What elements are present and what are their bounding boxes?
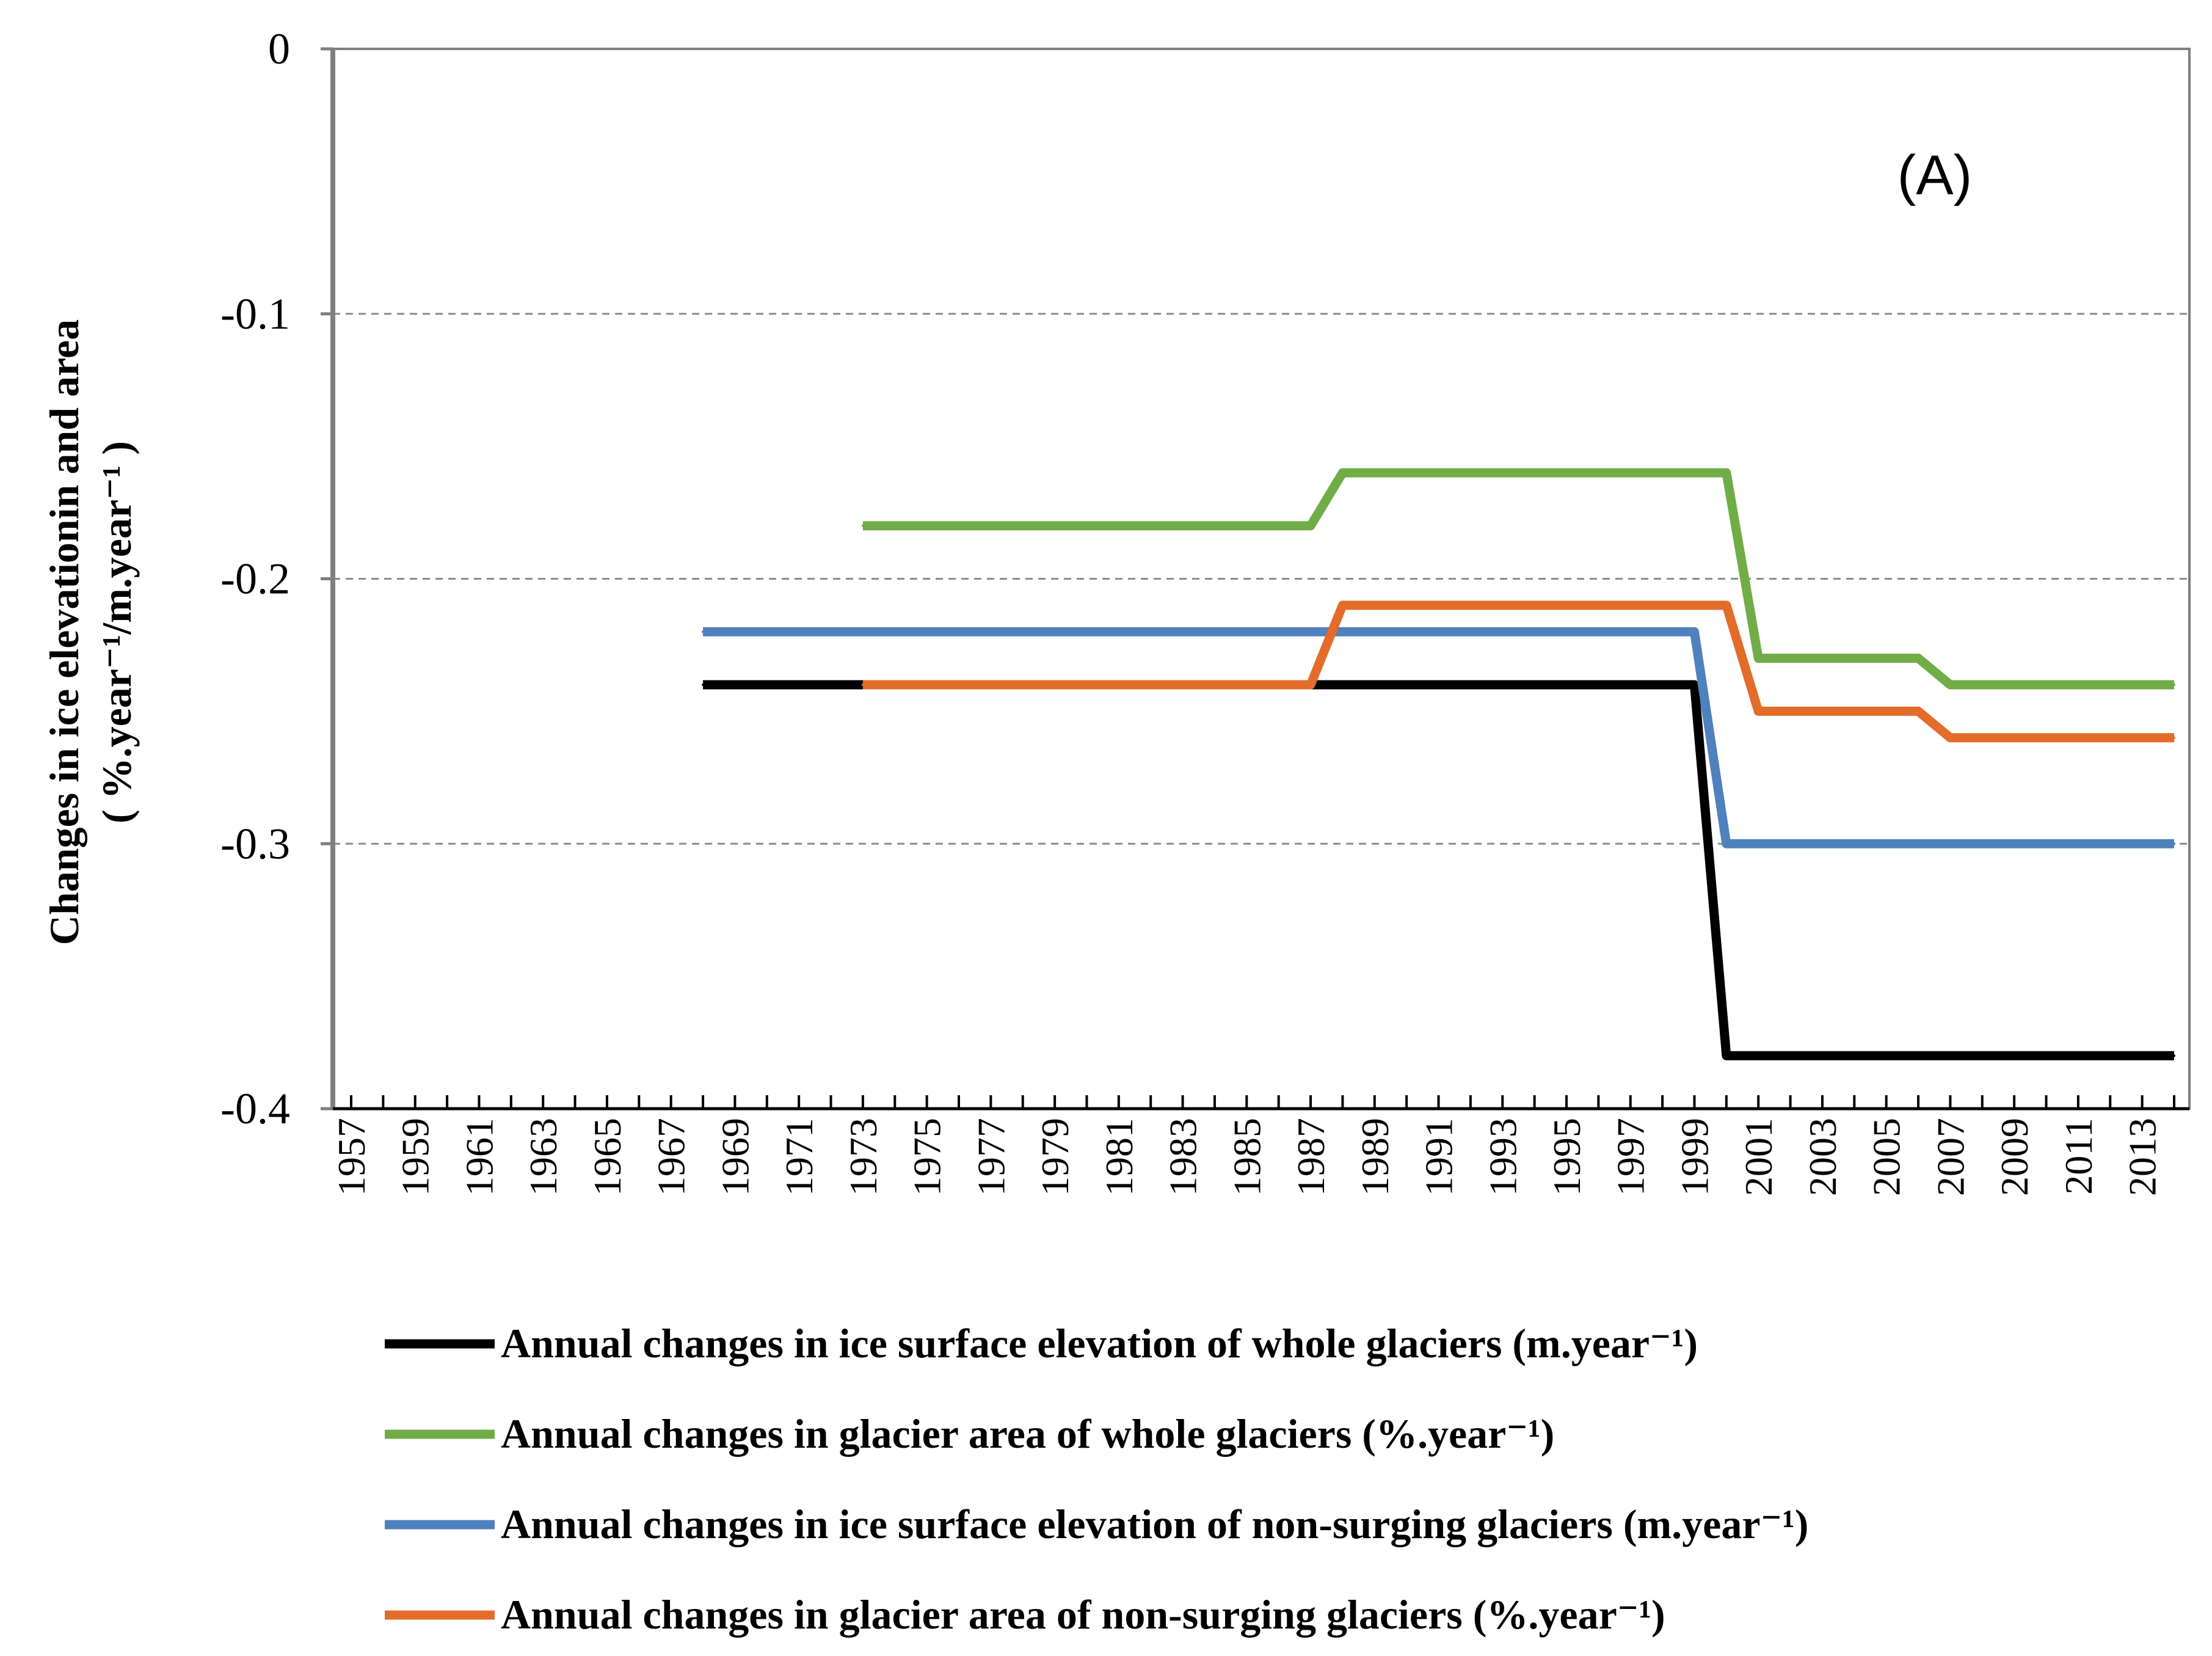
- x-tick-label: 1987: [1289, 1118, 1333, 1196]
- data-point: [1341, 472, 1344, 474]
- series-line: [862, 468, 2174, 690]
- data-point: [1341, 604, 1344, 607]
- axes: 0 -0.1 -0.2 -0.3 -0.4 1957 1959 1961 1963 1965 196…: [220, 24, 2189, 1196]
- x-tick-label: 1989: [1353, 1118, 1397, 1196]
- data-point: [2173, 1054, 2175, 1057]
- x-tick-label: 2009: [1993, 1118, 2036, 1196]
- data-point: [1725, 1054, 1728, 1057]
- x-tick-label: 2007: [1929, 1118, 1972, 1196]
- y-axis-title: Changes in ice elevationin and area ( %.…: [41, 319, 140, 945]
- x-tick-label: 2011: [2057, 1118, 2100, 1195]
- data-point: [861, 524, 864, 527]
- data-point: [1693, 684, 1696, 686]
- data-point: [1917, 710, 1920, 713]
- data-point: [702, 630, 705, 633]
- x-tick-label: 1965: [586, 1118, 629, 1196]
- data-point: [2173, 684, 2175, 686]
- y-tick-label: -0.3: [220, 819, 290, 868]
- data-point: [1725, 472, 1728, 474]
- legend-label: Annual changes in glacier area of non-su…: [501, 1591, 1665, 1638]
- x-tick-label: 1993: [1481, 1118, 1524, 1196]
- x-tick-label: 1979: [1033, 1118, 1077, 1196]
- data-point: [1725, 842, 1728, 845]
- x-tick-label: 1959: [394, 1118, 437, 1196]
- series-3: [702, 627, 2175, 848]
- legend-item: Annual changes in ice surface elevation …: [385, 1320, 1698, 1366]
- x-tick-label: 1975: [906, 1118, 949, 1196]
- data-point: [2173, 736, 2175, 739]
- legend-item: Annual changes in glacier area of whole …: [385, 1410, 1554, 1457]
- data-point: [702, 684, 705, 686]
- x-tick-label: 1995: [1545, 1118, 1588, 1196]
- x-tick-label: 2005: [1865, 1118, 1908, 1196]
- legend-label: Annual changes in ice surface elevation …: [501, 1501, 1808, 1547]
- series-4: [861, 600, 2175, 743]
- x-tick-label: 1997: [1609, 1118, 1653, 1196]
- series-line: [862, 600, 2174, 743]
- legend-item: Annual changes in ice surface elevation …: [385, 1501, 1808, 1547]
- x-tick-label: 2013: [2121, 1118, 2164, 1196]
- series-lines: [702, 468, 2175, 1060]
- x-tick-label: 1999: [1673, 1118, 1716, 1196]
- x-tick-label: 1963: [522, 1118, 565, 1196]
- x-tick-label: 1971: [777, 1118, 821, 1196]
- legend-label: Annual changes in ice surface elevation …: [501, 1320, 1698, 1366]
- x-tick-label: 1983: [1162, 1118, 1205, 1196]
- series-2: [861, 468, 2175, 690]
- gridlines: [333, 313, 2189, 845]
- x-tick-label: 1957: [330, 1118, 373, 1196]
- data-point: [1757, 710, 1760, 713]
- data-point: [1949, 736, 1952, 739]
- x-tick-label: 2003: [1801, 1118, 1844, 1196]
- x-tick-label: 1967: [650, 1118, 693, 1196]
- x-tick-label: 1969: [713, 1118, 757, 1196]
- data-point: [1949, 684, 1952, 686]
- y-axis-title-line1: Changes in ice elevationin and area: [41, 319, 87, 945]
- legend: Annual changes in ice surface elevation …: [385, 1320, 1808, 1638]
- panel-label: (A): [1897, 144, 1973, 206]
- data-point: [1917, 657, 1920, 660]
- data-point: [1693, 630, 1696, 633]
- y-tick-label: -0.1: [220, 290, 290, 338]
- data-point: [2173, 842, 2175, 845]
- data-point: [1725, 604, 1728, 607]
- x-tick-label: 2001: [1737, 1118, 1780, 1196]
- data-point: [1309, 524, 1312, 527]
- legend-label: Annual changes in glacier area of whole …: [501, 1410, 1554, 1457]
- y-tick-label: -0.4: [220, 1084, 290, 1133]
- data-point: [1309, 684, 1312, 686]
- x-tick-label: 1991: [1417, 1118, 1461, 1196]
- y-axis-title-line2: ( %.year⁻¹/m.year⁻¹ ): [93, 441, 140, 823]
- x-tick-label: 1977: [969, 1118, 1013, 1196]
- x-tick-label: 1985: [1225, 1118, 1268, 1196]
- x-tick-label: 1981: [1097, 1118, 1141, 1196]
- legend-item: Annual changes in glacier area of non-su…: [385, 1591, 1665, 1638]
- y-tick-label: 0: [268, 24, 290, 73]
- y-tick-label: -0.2: [220, 555, 290, 604]
- data-point: [861, 684, 864, 686]
- x-tick-label: 1973: [842, 1118, 885, 1196]
- data-point: [1757, 657, 1760, 660]
- x-tick-label: 1961: [457, 1118, 501, 1196]
- series-line: [703, 627, 2174, 848]
